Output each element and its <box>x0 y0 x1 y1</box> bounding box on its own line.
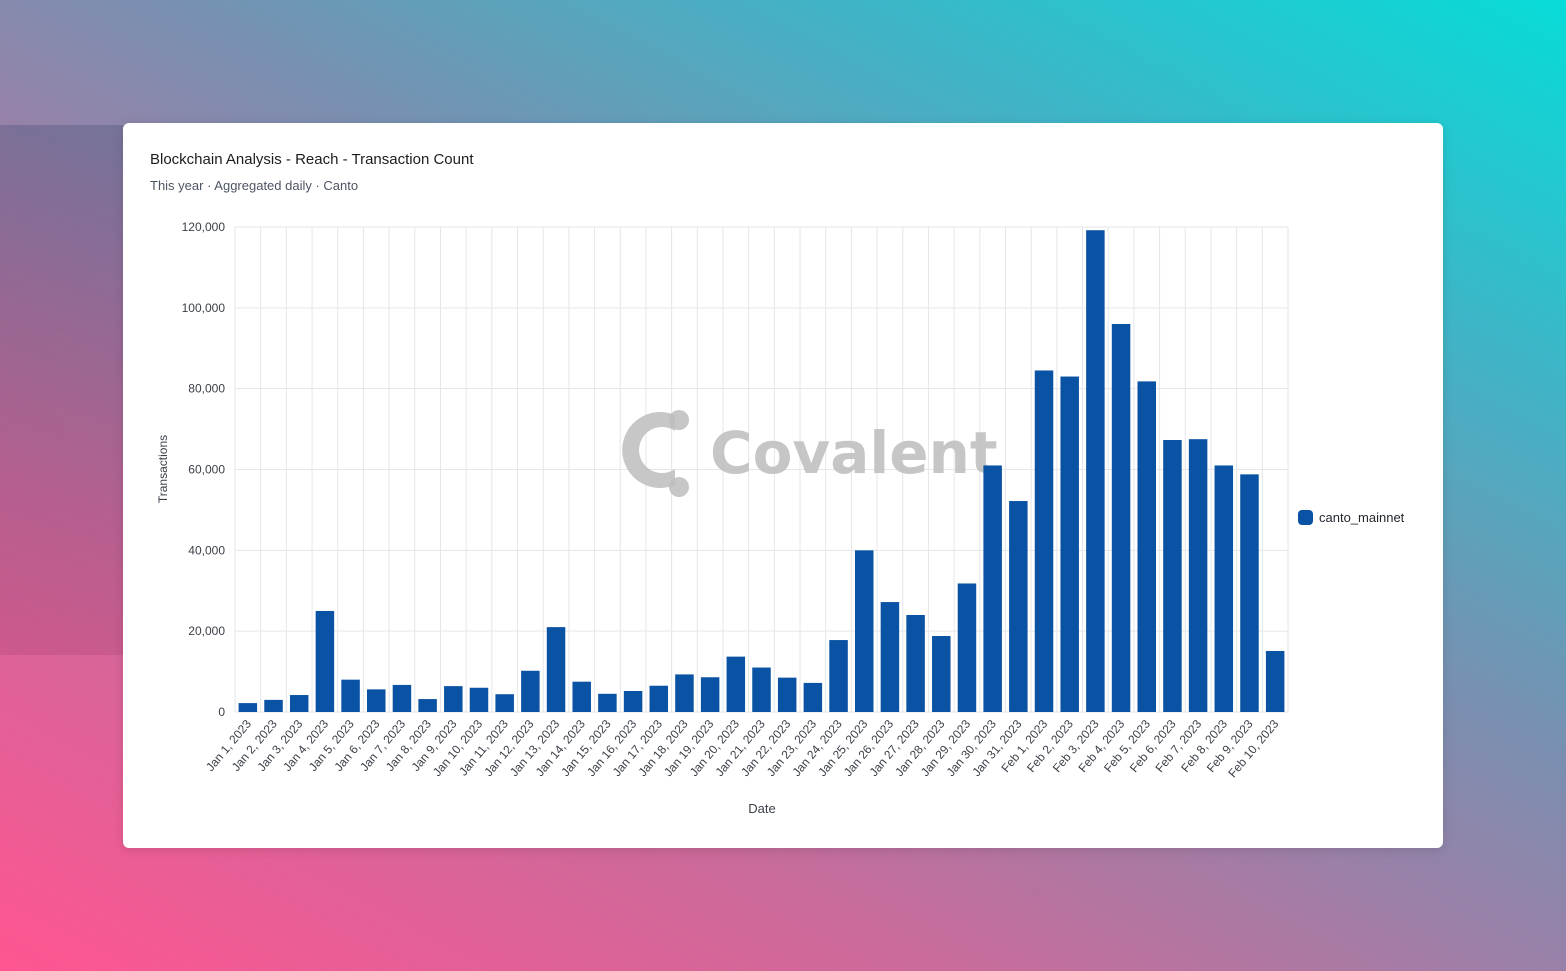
chart-legend: canto_mainnet <box>1298 510 1404 525</box>
bar <box>932 636 951 712</box>
covalent-logo-ring <box>622 412 675 488</box>
bar <box>367 689 386 712</box>
bar <box>495 694 514 712</box>
bar <box>444 686 463 712</box>
bar <box>598 693 617 712</box>
bar <box>854 550 874 712</box>
bar <box>675 674 694 712</box>
bar <box>1009 501 1028 712</box>
legend-swatch <box>1298 510 1313 525</box>
bar <box>1086 230 1105 712</box>
chart-subtitle: This year · Aggregated daily · Canto <box>150 178 359 193</box>
bar <box>623 690 643 712</box>
bar <box>289 695 309 712</box>
watermark-text: Covalent <box>710 419 998 487</box>
bar <box>1137 381 1156 712</box>
bar <box>777 677 797 712</box>
bar <box>957 583 977 712</box>
bar-chart: Covalent 0 20,000 40,000 60,000 80,000 100,00… <box>156 220 1289 816</box>
bar <box>315 610 335 712</box>
bar <box>546 627 566 712</box>
bar <box>1060 376 1079 712</box>
legend-label: canto_mainnet <box>1319 510 1405 525</box>
bar <box>726 656 746 712</box>
chart-title: Blockchain Analysis - Reach - Transactio… <box>150 151 474 168</box>
bar <box>983 465 1002 712</box>
bar <box>700 677 720 712</box>
bar <box>1188 439 1208 712</box>
bar <box>906 615 925 712</box>
bar <box>521 670 540 712</box>
bar <box>341 679 360 712</box>
bar <box>803 682 823 712</box>
bar <box>572 681 591 712</box>
bar <box>1240 474 1259 712</box>
y-tick-label: 20,000 <box>188 624 225 638</box>
y-axis-title: Transactions <box>156 435 170 503</box>
y-tick-label: 60,000 <box>188 463 225 477</box>
y-tick-label: 100,000 <box>182 301 226 315</box>
bar <box>469 687 489 712</box>
bar <box>1265 650 1285 712</box>
bar <box>392 684 412 712</box>
bar <box>649 685 669 712</box>
covalent-watermark: Covalent <box>622 410 998 497</box>
bar <box>1163 439 1182 712</box>
bar <box>418 699 437 712</box>
bar <box>264 699 283 712</box>
covalent-logo-dot-bottom <box>669 477 689 497</box>
y-tick-label: 120,000 <box>182 220 226 234</box>
bar <box>1111 324 1131 712</box>
y-tick-label: 40,000 <box>188 543 225 557</box>
covalent-logo-dot-top <box>669 410 689 430</box>
y-tick-label: 0 <box>218 705 225 719</box>
x-axis-title: Date <box>748 801 775 816</box>
bar <box>238 703 258 712</box>
chart-card: Blockchain Analysis - Reach - Transactio… <box>123 123 1443 848</box>
bar <box>1214 465 1234 712</box>
bar <box>880 602 900 712</box>
y-tick-label: 80,000 <box>188 382 225 396</box>
bar <box>752 667 771 712</box>
bars-layer <box>238 230 1285 712</box>
bar <box>829 640 848 712</box>
bar <box>1034 370 1054 712</box>
